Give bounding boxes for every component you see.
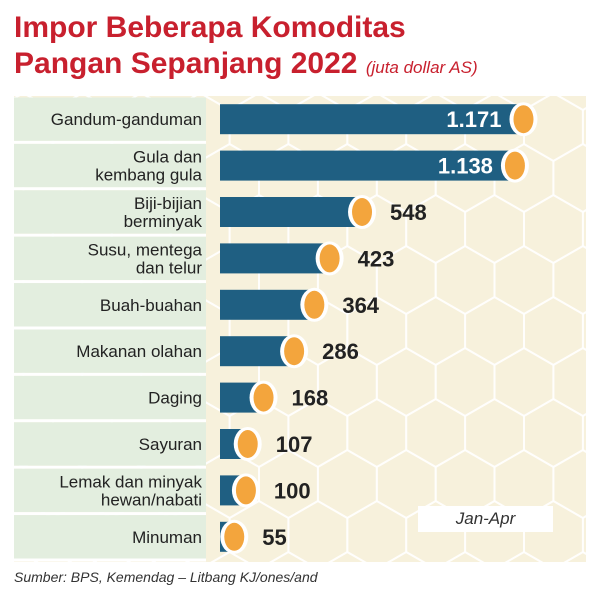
category-label: Gandum-ganduman xyxy=(51,110,202,129)
bar xyxy=(220,197,363,227)
bar-row: Gula dan kembang gula 1.138 xyxy=(14,143,529,191)
category-label: Lemak dan minyak hewan/nabati xyxy=(59,472,202,509)
category-label-line: Biji-bijian xyxy=(134,194,202,213)
background-hexagon xyxy=(581,515,586,555)
category-label-line: Daging xyxy=(148,389,202,408)
bar-row: Biji-bijian berminyak 548 xyxy=(14,190,427,237)
label-band xyxy=(14,422,206,466)
category-label-line: Gula dan xyxy=(133,148,202,167)
bar xyxy=(220,289,315,320)
value-label: 100 xyxy=(274,478,311,503)
value-label: 1.138 xyxy=(438,154,493,179)
label-band xyxy=(14,283,206,327)
category-label-line: berminyak xyxy=(124,212,203,231)
label-band xyxy=(14,468,206,513)
value-label: 55 xyxy=(262,525,286,550)
value-label: 423 xyxy=(358,246,395,271)
category-label: Minuman xyxy=(132,528,202,547)
category-label-line: Lemak dan minyak xyxy=(59,472,202,491)
category-label-line: hewan/nabati xyxy=(101,490,202,509)
label-band xyxy=(14,143,206,188)
period-label: Jan-Apr xyxy=(418,506,553,532)
bar-cap xyxy=(224,522,245,551)
bar-cap xyxy=(253,383,274,412)
category-label-line: Makanan olahan xyxy=(76,342,202,361)
label-band xyxy=(14,190,206,234)
background-hexagon xyxy=(581,311,586,351)
bar xyxy=(220,150,515,181)
background-hexagon xyxy=(581,413,586,453)
category-label-line: Gandum-ganduman xyxy=(51,110,202,129)
category-label: Daging xyxy=(148,389,202,408)
title-line-2-text: Pangan Sepanjang 2022 xyxy=(14,47,358,80)
category-label-line: dan telur xyxy=(136,258,202,277)
bar-row: Susu, mentega dan telur 423 xyxy=(14,236,395,284)
bar-row: Lemak dan minyak hewan/nabati 100 xyxy=(14,468,311,516)
bar-cap xyxy=(235,476,256,505)
bar-cap xyxy=(284,337,305,366)
category-label-line: Buah-buahan xyxy=(100,296,202,315)
bar-row: Gandum-ganduman 1.171 xyxy=(14,97,538,144)
bar xyxy=(220,243,330,274)
category-label: Makanan olahan xyxy=(76,342,202,361)
category-label-line: Minuman xyxy=(132,528,202,547)
bar xyxy=(220,104,524,135)
background-hexagon xyxy=(581,107,586,147)
category-label-line: Sayuran xyxy=(139,435,202,454)
bar-cap xyxy=(237,430,258,458)
bar-cap xyxy=(319,244,340,273)
bar-row: Sayuran 107 xyxy=(14,422,313,469)
label-band xyxy=(14,329,206,373)
category-label: Buah-buahan xyxy=(100,296,202,315)
bar-row: Buah-buahan 364 xyxy=(14,283,380,330)
value-label: 168 xyxy=(292,386,329,411)
background-hexagon xyxy=(581,209,586,249)
label-band xyxy=(14,515,206,559)
chart-title: Impor Beberapa Komoditas Pangan Sepanjan… xyxy=(14,10,478,86)
source-note: Sumber: BPS, Kemendag – Litbang KJ/ones/… xyxy=(14,569,318,585)
bar-row: Makanan olahan 286 xyxy=(14,329,359,376)
value-label: 548 xyxy=(390,200,427,225)
title-line-2: Pangan Sepanjang 2022 (juta dollar AS) xyxy=(14,46,478,86)
category-label: Biji-bijian berminyak xyxy=(124,194,203,231)
bar-chart: Gandum-ganduman 1.171 Gula dan kembang gula… xyxy=(14,96,586,562)
bar-cap xyxy=(352,198,373,226)
category-label-line: Susu, mentega xyxy=(88,240,203,259)
category-label: Sayuran xyxy=(139,435,202,454)
bar-cap xyxy=(504,151,525,180)
category-label: Gula dan kembang gula xyxy=(95,148,202,185)
category-label: Susu, mentega dan telur xyxy=(88,240,203,277)
title-line-1: Impor Beberapa Komoditas xyxy=(14,11,406,44)
unit-label: (juta dollar AS) xyxy=(365,58,478,77)
value-label: 286 xyxy=(322,339,359,364)
bar-row: Daging 168 xyxy=(14,375,329,423)
value-label: 107 xyxy=(276,432,313,457)
value-label: 364 xyxy=(342,293,379,318)
category-label-line: kembang gula xyxy=(95,166,202,185)
bar-row: Minuman 55 xyxy=(14,515,287,562)
label-band xyxy=(14,97,206,141)
label-band xyxy=(14,375,206,420)
value-label: 1.171 xyxy=(446,107,501,132)
bar-cap xyxy=(513,105,534,134)
bar-cap xyxy=(304,290,325,319)
label-band xyxy=(14,236,206,281)
